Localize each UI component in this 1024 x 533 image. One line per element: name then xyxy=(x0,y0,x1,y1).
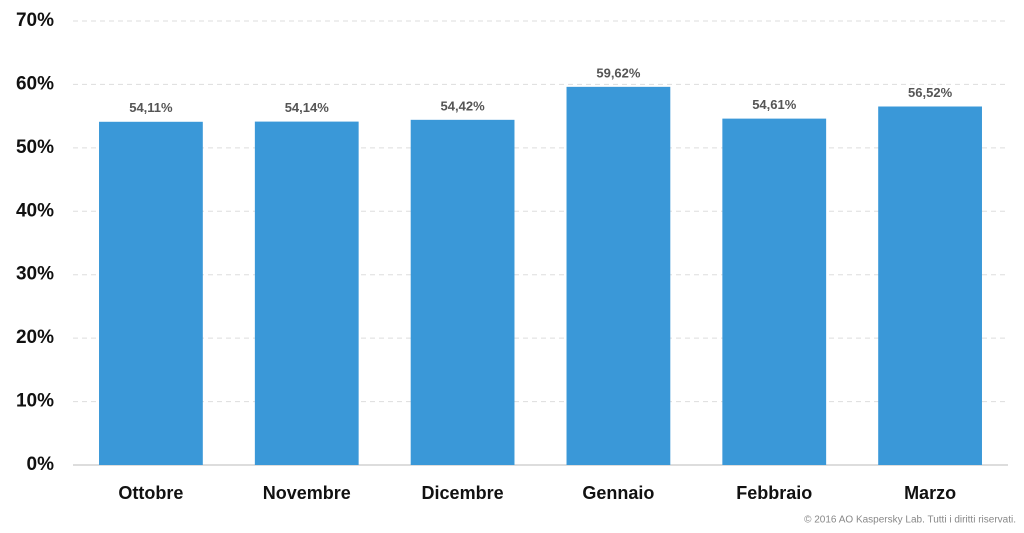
y-tick-label: 20% xyxy=(16,327,54,348)
x-tick-label: Novembre xyxy=(263,483,351,503)
y-tick-label: 0% xyxy=(27,454,55,475)
value-label: 56,52% xyxy=(908,85,953,100)
x-tick-label: Ottobre xyxy=(118,483,183,503)
y-tick-label: 70% xyxy=(16,10,54,31)
value-label: 59,62% xyxy=(596,65,641,80)
bar xyxy=(254,121,359,465)
bar xyxy=(410,119,515,465)
value-label: 54,14% xyxy=(285,100,330,115)
x-tick-label: Dicembre xyxy=(422,483,504,503)
bar xyxy=(878,106,982,466)
value-label: 54,42% xyxy=(441,98,486,113)
y-tick-label: 30% xyxy=(16,264,54,285)
bar xyxy=(566,86,671,465)
x-tick-label: Marzo xyxy=(904,483,956,503)
credit: © 2016 AO Kaspersky Lab. Tutti i diritti… xyxy=(804,515,1016,526)
x-tick-label: Gennaio xyxy=(582,483,654,503)
y-tick-label: 40% xyxy=(16,200,54,221)
x-tick-label: Febbraio xyxy=(736,483,812,503)
value-label: 54,61% xyxy=(752,97,797,112)
bar xyxy=(722,118,827,465)
y-tick-label: 60% xyxy=(16,73,54,94)
y-tick-label: 50% xyxy=(16,137,54,158)
y-tick-label: 10% xyxy=(16,391,54,412)
bar xyxy=(99,121,203,466)
value-label: 54,11% xyxy=(129,100,173,115)
